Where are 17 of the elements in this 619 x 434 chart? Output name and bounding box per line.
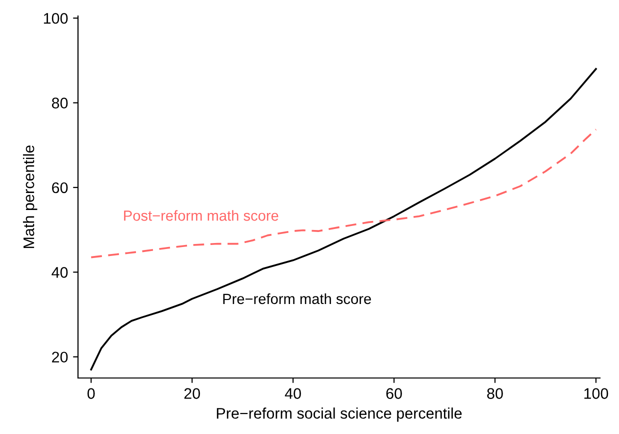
y-tick-label: 40 <box>52 267 68 278</box>
x-tick-label: 20 <box>184 388 200 399</box>
y-tick-label: 80 <box>52 98 68 108</box>
line-series <box>90 68 597 370</box>
y-tick-label: 100 <box>44 12 68 24</box>
series-label: Post−reform math score <box>124 210 278 221</box>
series-label: Pre−reform math score <box>223 293 371 304</box>
x-tick-label: 60 <box>386 388 402 399</box>
x-tick-label: 80 <box>487 388 503 399</box>
x-axis-title: Pre−reform social science percentile <box>216 408 462 422</box>
line-series <box>90 128 597 258</box>
x-tick-label: 100 <box>584 388 608 399</box>
x-tick-label: 0 <box>87 388 95 399</box>
y-tick-label: 60 <box>52 182 68 194</box>
y-tick-label: 20 <box>52 352 68 363</box>
x-tick-label: 40 <box>284 388 301 399</box>
y-axis-title: Math percentile <box>22 145 38 248</box>
